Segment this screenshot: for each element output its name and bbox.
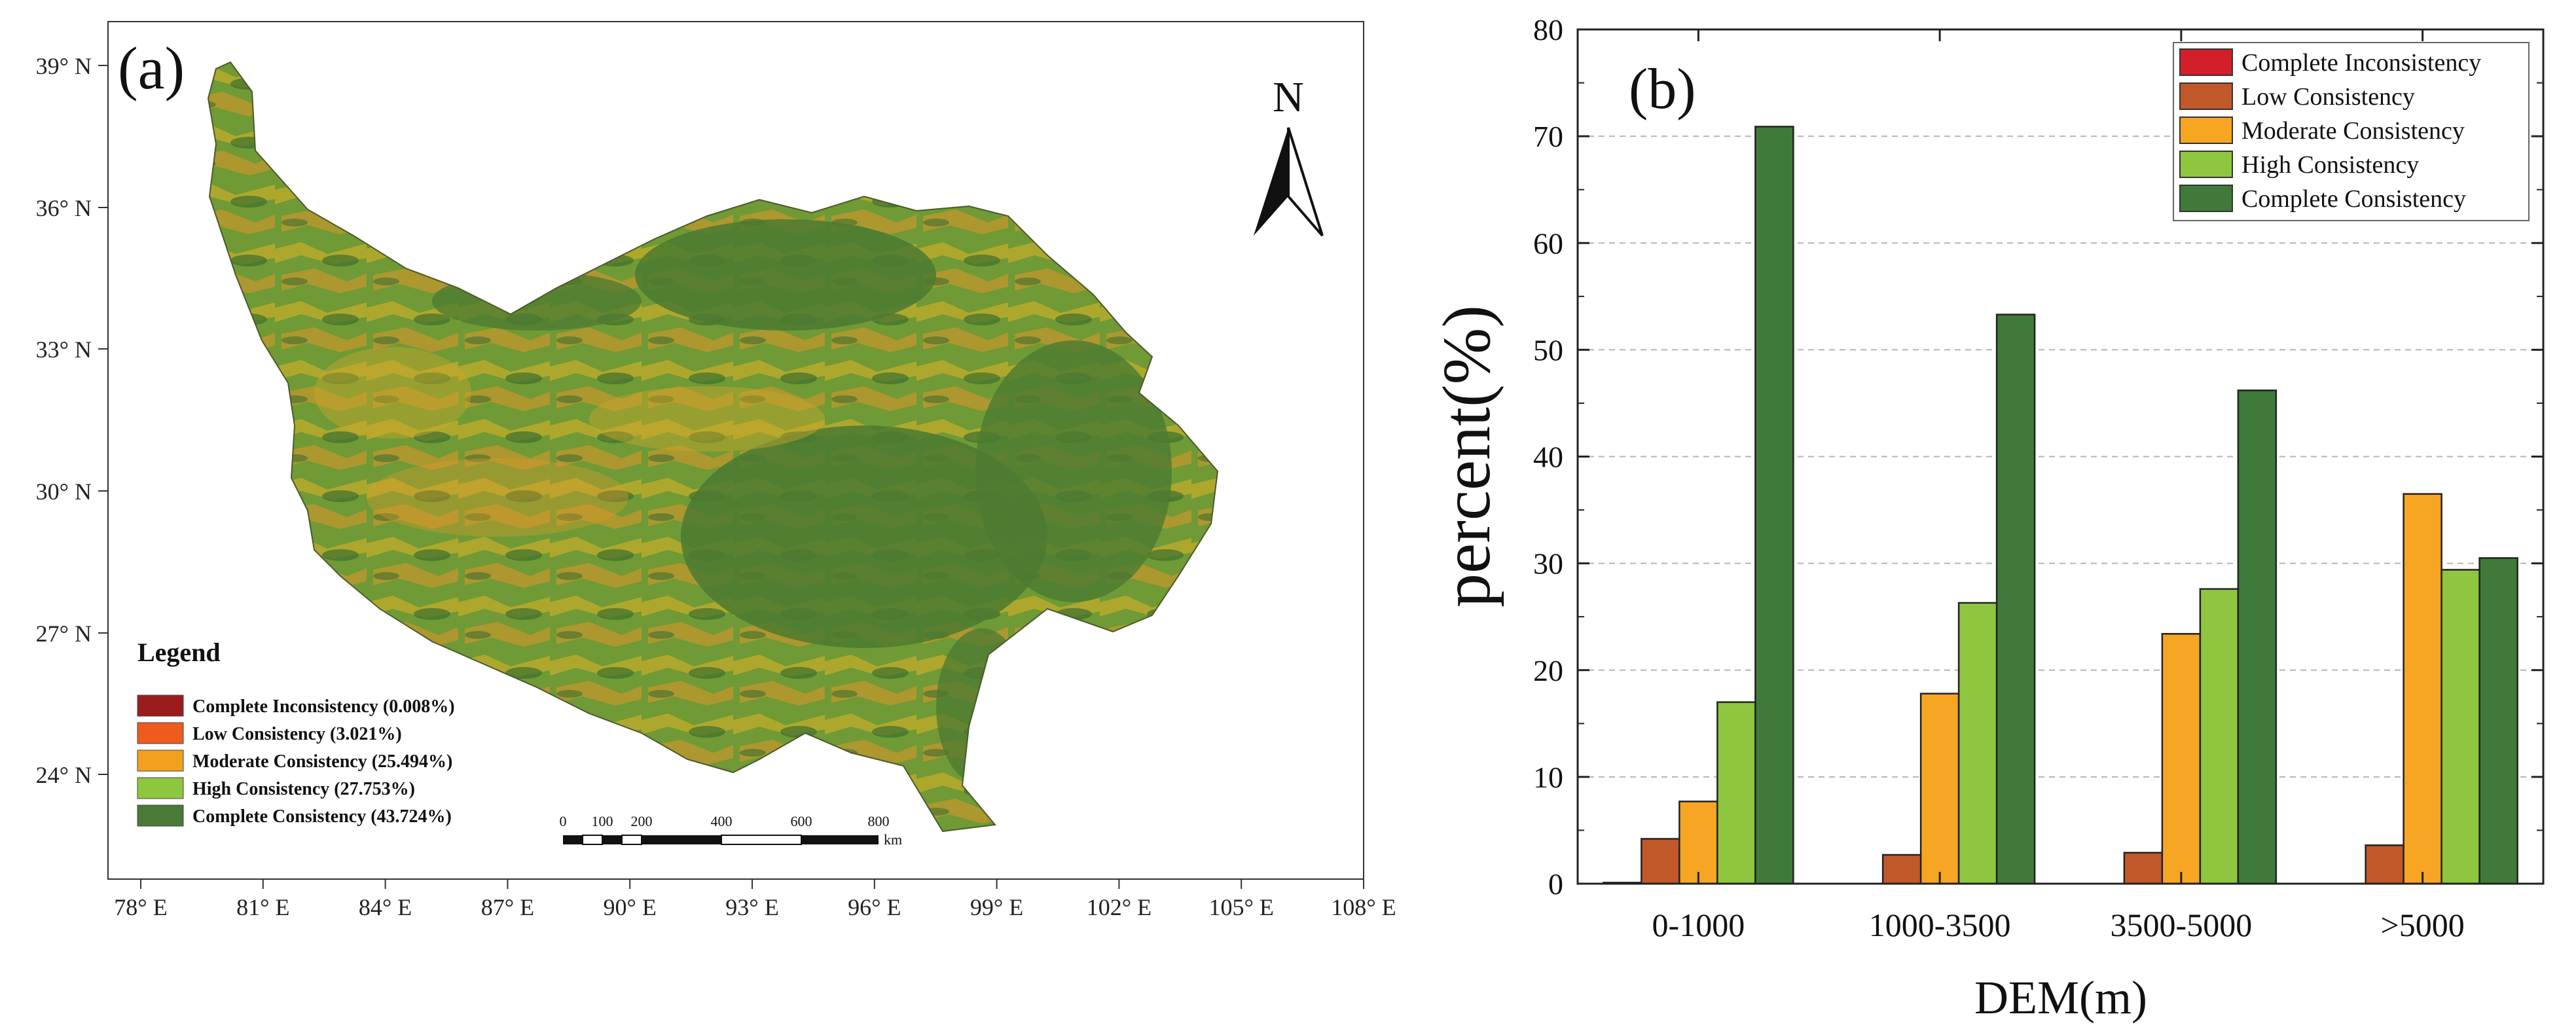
scale-tick-label: 0: [560, 813, 567, 829]
bar-chart-panel: 0 10 20 30 40 50 60 70 80 0-1000 1000-3500 3500-50…: [1429, 13, 2545, 1024]
map-panel: (a) 39° N 36° N 33° N 30° N 27° N 24° N 78° E…: [36, 21, 1396, 920]
lon-tick-label: 84° E: [359, 894, 412, 920]
x-tick-label: 1000-3500: [1869, 907, 2011, 943]
lon-tick-label: 81° E: [236, 894, 289, 920]
x-axis: 0-1000 1000-3500 3500-5000 >5000: [1652, 29, 2465, 943]
scale-bar: 0 100 200 400 600 800 km: [560, 813, 903, 848]
bar-moderate-consistency: [1678, 801, 1718, 885]
lat-tick-label: 36° N: [36, 195, 92, 221]
y-tick-label: 80: [1533, 13, 1563, 46]
chart-legend-swatch: [2179, 48, 2233, 76]
chart-legend-swatch: [2179, 151, 2233, 178]
north-arrow: N: [1254, 73, 1324, 237]
lat-tick-label: 27° N: [36, 621, 92, 647]
y-tick-label: 20: [1533, 654, 1563, 687]
scale-unit: km: [884, 831, 902, 848]
y-axis-label: percent(%): [1429, 305, 1504, 607]
y-axis: 0 10 20 30 40 50 60 70 80: [1533, 13, 2543, 901]
chart-legend: Complete Inconsistency Low Consistency Mod…: [2173, 42, 2530, 221]
plateau-outline: [207, 61, 1219, 833]
lon-tick-label: 90° E: [604, 894, 657, 920]
bar-complete-consistency: [2478, 557, 2518, 885]
lon-tick-label: 102° E: [1087, 894, 1152, 920]
y-tick-label: 0: [1548, 867, 1563, 901]
lat-tick-label: 33° N: [36, 336, 92, 363]
bar-high-consistency: [2199, 588, 2240, 885]
scale-tick-label: 400: [711, 813, 733, 829]
chart-legend-label: High Consistency: [2241, 151, 2419, 179]
lon-tick-label: 99° E: [970, 894, 1023, 920]
map-legend: Legend Complete Inconsistency (0.008%) Lo…: [137, 638, 455, 827]
bar-low-consistency: [1641, 838, 1680, 885]
bar-low-consistency: [2123, 852, 2164, 885]
map-legend-label: Complete Consistency (43.724%): [192, 806, 452, 827]
lon-tick-label: 87° E: [481, 894, 534, 920]
bar-low-consistency: [1881, 854, 1922, 885]
map-legend-title: Legend: [137, 638, 221, 667]
x-axis-label: DEM(m): [1974, 971, 2147, 1024]
lat-tick-label: 30° N: [36, 478, 92, 505]
x-tick-label: 3500-5000: [2111, 907, 2253, 943]
y-tick-label: 30: [1533, 547, 1563, 581]
latitude-axis: 39° N 36° N 33° N 30° N 27° N 24° N: [36, 53, 108, 788]
chart-legend-swatch: [2179, 117, 2233, 144]
panel-a-label: (a): [118, 35, 185, 101]
lon-tick-label: 93° E: [725, 894, 778, 920]
map-legend-swatch: [137, 722, 184, 744]
bar-moderate-consistency: [2403, 493, 2442, 885]
bar-complete-consistency: [1995, 314, 2036, 885]
x-tick-label: 0-1000: [1652, 907, 1745, 943]
lon-tick-label: 105° E: [1209, 894, 1274, 920]
lat-tick-label: 24° N: [36, 762, 92, 788]
bar-high-consistency: [2440, 569, 2480, 885]
y-tick-label: 70: [1533, 120, 1563, 153]
scale-tick-label: 800: [868, 813, 890, 829]
map-legend-label: Moderate Consistency (25.494%): [192, 751, 452, 772]
chart-legend-label: Moderate Consistency: [2241, 117, 2465, 145]
bar-complete-consistency: [1754, 126, 1794, 885]
y-tick-label: 50: [1533, 333, 1563, 367]
scale-tick-label: 600: [791, 813, 812, 829]
bars: [1603, 126, 2518, 885]
bar-high-consistency: [1957, 602, 1998, 885]
chart-legend-label: Low Consistency: [2241, 83, 2415, 111]
gridlines: [1578, 135, 2543, 778]
lon-tick-label: 78° E: [114, 894, 167, 920]
map-legend-swatch: [137, 749, 184, 772]
chart-legend-swatch: [2179, 82, 2233, 110]
x-tick-label: >5000: [2381, 907, 2465, 943]
y-tick-label: 60: [1533, 226, 1563, 260]
map-legend-swatch: [137, 777, 184, 799]
map-legend-swatch: [137, 804, 184, 827]
y-tick-label: 10: [1533, 761, 1563, 794]
lat-tick-label: 39° N: [36, 53, 92, 79]
map-legend-swatch: [137, 695, 184, 717]
bar-moderate-consistency: [2161, 633, 2202, 885]
lon-tick-label: 108° E: [1331, 894, 1396, 920]
bar-complete-consistency: [2237, 389, 2277, 885]
map-legend-label: Complete Inconsistency (0.008%): [192, 696, 455, 717]
bar-moderate-consistency: [1919, 693, 1960, 885]
scale-tick-label: 100: [592, 813, 613, 829]
north-arrow-icon: [1254, 128, 1288, 236]
lon-tick-label: 96° E: [848, 894, 901, 920]
north-label: N: [1273, 73, 1304, 121]
chart-legend-label: Complete Consistency: [2241, 185, 2466, 213]
map-legend-label: Low Consistency (3.021%): [192, 724, 402, 744]
longitude-axis: 78° E 81° E 84° E 87° E 90° E 93° E 96° E 99° E…: [114, 879, 1396, 920]
scale-tick-label: 200: [631, 813, 653, 829]
bar-high-consistency: [1716, 701, 1756, 885]
bar-low-consistency: [2365, 844, 2404, 885]
chart-legend-swatch: [2179, 185, 2233, 212]
map-legend-label: High Consistency (27.753%): [192, 779, 415, 799]
y-tick-label: 40: [1533, 441, 1563, 474]
chart-legend-label: Complete Inconsistency: [2241, 49, 2481, 77]
panel-b-label: (b): [1629, 58, 1696, 121]
